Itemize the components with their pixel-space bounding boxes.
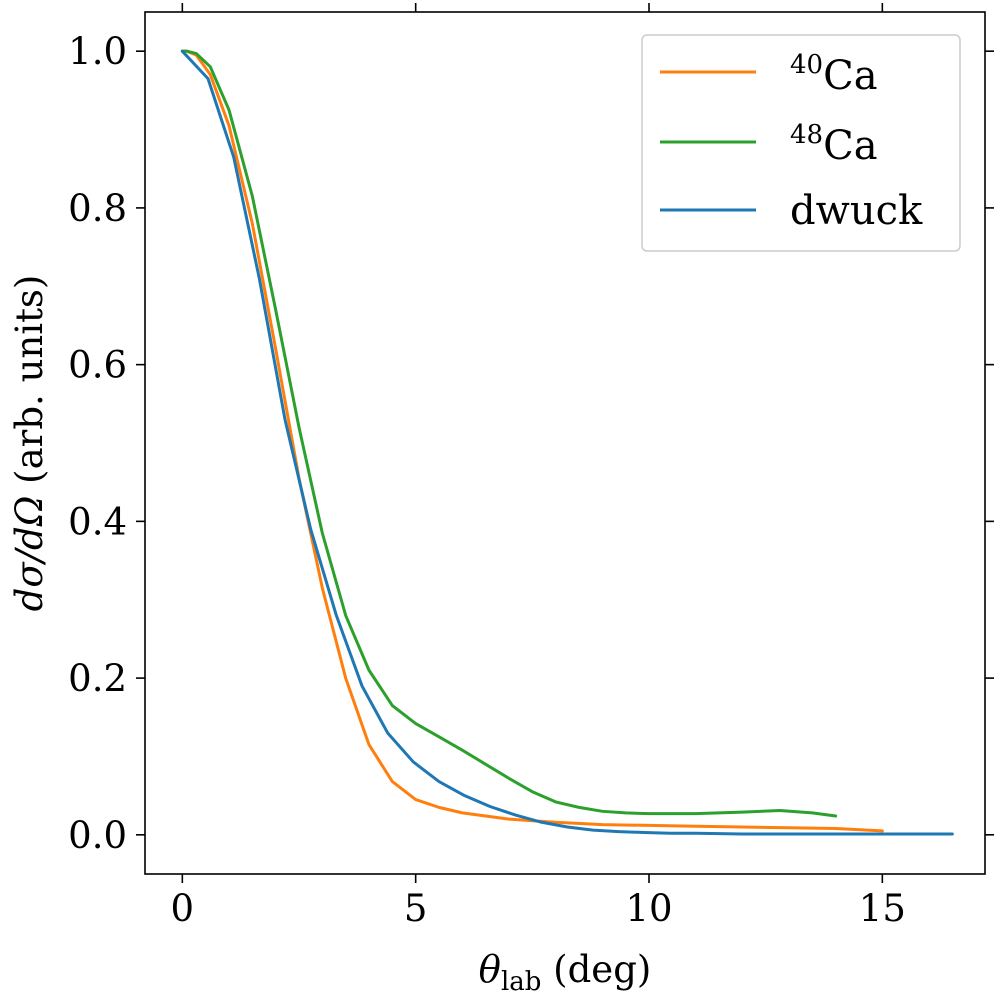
y-axis-math: dσ/dΩ <box>8 496 51 612</box>
x-tick-label: 0 <box>171 887 195 930</box>
ticks-layer: 0 5 10 15 0.0 0.2 0.4 0.6 0.8 1.0 <box>68 3 994 930</box>
series-line-48ca <box>180 49 838 818</box>
y-tick-label: 0.2 <box>68 657 127 700</box>
legend: 40Ca 48Ca dwuck <box>641 34 961 252</box>
x-tick-label: 15 <box>859 887 906 930</box>
x-axis-unit: (deg) <box>541 948 651 991</box>
y-tick-label: 0.6 <box>68 344 127 387</box>
y-tick-label: 1.0 <box>68 30 127 73</box>
legend-40ca-element: Ca <box>823 53 877 99</box>
legend-40ca-mass: 40 <box>790 50 823 80</box>
series-layer <box>180 49 954 836</box>
y-axis-title: dσ/dΩ (arb. units) <box>8 275 51 612</box>
legend-48ca-element: Ca <box>823 123 877 169</box>
y-axis-unit: (arb. units) <box>8 275 51 496</box>
y-tick-label: 0.8 <box>68 187 127 230</box>
y-tick-label: 0.4 <box>68 500 127 543</box>
legend-label-dwuck: dwuck <box>790 188 923 234</box>
x-tick-label: 5 <box>404 887 428 930</box>
series-line-40ca <box>180 49 884 833</box>
series-line-dwuck <box>180 49 954 836</box>
legend-label-40ca: 40Ca <box>790 50 878 99</box>
x-axis-subscript: lab <box>501 967 541 996</box>
legend-label-48ca: 48Ca <box>790 120 878 169</box>
x-axis-title: θlab (deg) <box>479 948 652 996</box>
legend-box <box>641 34 961 252</box>
x-axis-symbol: θ <box>479 948 501 991</box>
y-tick-label: 0.0 <box>68 814 127 857</box>
plot-frame <box>144 11 986 875</box>
legend-48ca-mass: 48 <box>790 120 823 150</box>
x-tick-label: 10 <box>625 887 672 930</box>
